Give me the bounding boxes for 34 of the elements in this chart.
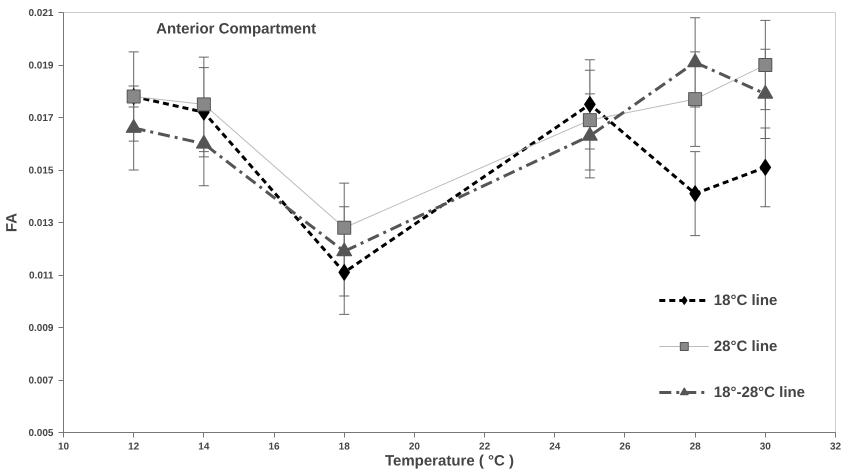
x-tick-label: 26 — [619, 442, 631, 452]
x-tick-label: 22 — [479, 442, 491, 452]
legend-label: 18°C line — [714, 292, 778, 308]
legend-label: 18°-28°C line — [714, 384, 805, 400]
y-tick-label: 0.007 — [28, 376, 54, 386]
x-tick-label: 14 — [198, 442, 210, 452]
point — [759, 158, 772, 176]
x-tick-label: 32 — [830, 442, 841, 452]
text: Anterior Compartment — [156, 20, 316, 38]
y-tick-label: 0.015 — [28, 166, 54, 176]
point — [337, 220, 352, 235]
x-tick-label: 20 — [408, 442, 420, 452]
point — [338, 264, 350, 281]
y-tick-label: 0.019 — [28, 60, 54, 72]
y-tick-label: 0.013 — [28, 218, 54, 229]
y-tick-label: 0.005 — [28, 428, 54, 439]
point — [688, 92, 702, 106]
x-tick-label: 30 — [760, 442, 772, 452]
point — [196, 97, 211, 112]
point — [758, 58, 772, 72]
x-axis-title: Temperature ( °C ) — [384, 452, 514, 470]
x-tick-label: 18 — [338, 442, 350, 452]
x-tick-label: 24 — [549, 442, 561, 452]
y-tick-label: 0.017 — [28, 113, 54, 124]
y-tick-label: 0.009 — [28, 323, 54, 334]
x-tick-label: 16 — [268, 442, 280, 452]
y-axis-title: FA — [3, 212, 20, 232]
x-tick-label: 12 — [128, 442, 140, 452]
x-tick-label: 28 — [690, 442, 702, 452]
x-tick-label: 10 — [58, 442, 70, 452]
point — [582, 113, 597, 128]
y-tick-label: 0.021 — [28, 8, 54, 19]
y-tick-label: 0.011 — [29, 270, 54, 282]
legend-label: 28°C line — [714, 338, 778, 354]
